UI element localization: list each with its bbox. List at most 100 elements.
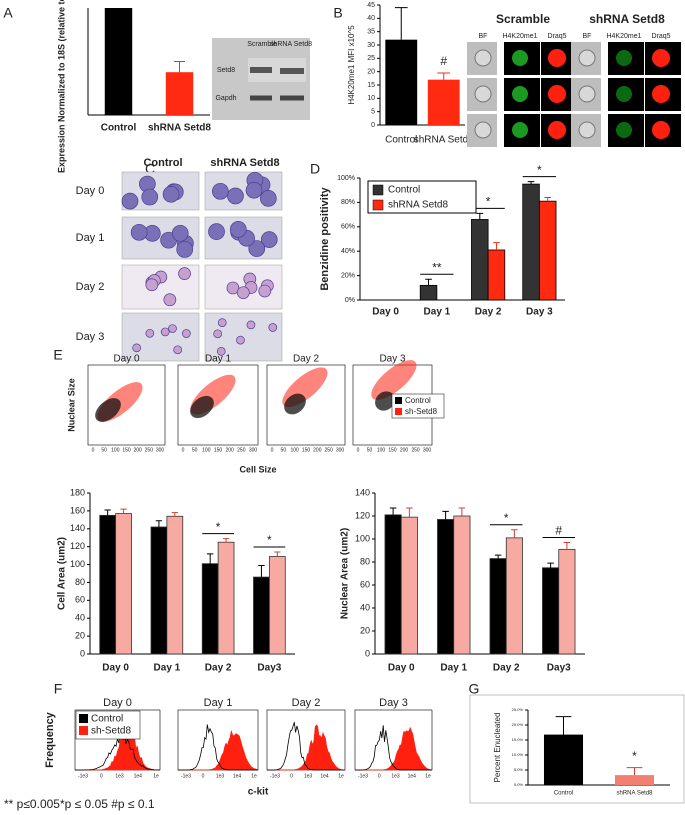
bar	[543, 734, 584, 785]
error-bar	[174, 61, 185, 73]
scatter-x-tick: 150	[388, 447, 397, 453]
cell	[259, 190, 277, 207]
panel-letter: F	[54, 681, 63, 697]
scatter-x-tick: 250	[237, 447, 246, 453]
cell	[132, 343, 142, 353]
y-tick-label: 40	[367, 15, 375, 22]
y-tick-label: 5	[371, 109, 375, 116]
legend-label: Control	[405, 396, 431, 405]
annotation: *	[537, 163, 542, 177]
annotation: *	[486, 195, 491, 209]
cell	[512, 86, 528, 102]
x-tick-label: Day 3	[526, 307, 553, 318]
cell	[236, 286, 250, 300]
histogram-x-tick: -1e3	[270, 773, 280, 779]
scatter-x-tick: 300	[423, 447, 432, 453]
lane-label: shRNA Setd8	[270, 41, 312, 48]
cell	[145, 278, 159, 292]
cell	[578, 49, 596, 67]
cell	[258, 284, 272, 298]
scatter-x-tick: 200	[400, 447, 409, 453]
annotation: **	[432, 260, 442, 274]
x-tick-label: Day 2	[205, 663, 232, 674]
channel-label: Draq5	[547, 33, 566, 40]
scatter-x-tick: 100	[290, 447, 299, 453]
histogram-x-tick: 0	[378, 773, 381, 779]
bar	[150, 526, 168, 655]
bar	[201, 563, 219, 655]
x-tick-label: Day 1	[440, 663, 467, 674]
black-cloud	[95, 398, 121, 422]
legend-swatch	[372, 184, 384, 196]
bar	[400, 516, 418, 655]
annotation: *	[632, 749, 637, 763]
cell	[162, 185, 180, 203]
cell	[268, 323, 278, 332]
histogram-title: Day 0	[103, 697, 132, 709]
error-bar	[394, 7, 408, 40]
cell	[130, 223, 148, 241]
cell	[474, 49, 492, 67]
cell	[248, 240, 266, 257]
scatter-x-tick: 0	[357, 447, 360, 453]
y-tick-label: 20	[367, 69, 375, 76]
scatter-x-tick: 250	[411, 447, 420, 453]
y-tick-label: 80	[75, 577, 85, 587]
y-tick-label: 180	[70, 487, 85, 497]
error-bar	[547, 562, 554, 568]
scatter-x-tick: 300	[336, 447, 345, 453]
blot-band	[250, 67, 304, 74]
column-title: shRNA Setd8	[210, 157, 279, 169]
bar	[99, 514, 117, 655]
bar	[217, 541, 235, 655]
legend-box	[367, 180, 477, 214]
channel-label: H4K20me1	[502, 33, 537, 40]
panel-letter: C	[145, 161, 155, 177]
histogram-x-tick: 1e3	[304, 773, 313, 779]
error-bar	[527, 181, 535, 185]
cell	[578, 85, 596, 103]
bar	[453, 515, 471, 655]
cell	[208, 223, 225, 241]
channel-label: BF	[583, 33, 592, 40]
x-tick-label: Control	[101, 123, 137, 134]
legend-label: Control	[91, 714, 123, 725]
y-tick-label: 60	[75, 595, 85, 605]
histogram-title: Day 1	[204, 697, 233, 709]
histogram-x-tick: 1e4	[408, 773, 417, 779]
scatter-x-tick: 0	[92, 447, 95, 453]
error-bar	[442, 510, 449, 520]
histogram-x-tick: 0	[290, 773, 293, 779]
cell	[173, 345, 183, 355]
histogram-x-tick: 0	[202, 773, 205, 779]
x-tick-label: Day 1	[154, 663, 181, 674]
y-tick-label: 60%	[341, 224, 355, 231]
x-tick-label: Day 0	[102, 663, 129, 674]
group-title: shRNA Setd8	[589, 12, 665, 26]
cell	[548, 49, 566, 67]
bar	[166, 515, 184, 655]
y-tick-label: 0%	[345, 297, 355, 304]
cell	[178, 267, 191, 280]
histogram-title: Day 2	[292, 697, 321, 709]
bar	[487, 249, 506, 301]
histogram-x-tick: 1e	[251, 773, 257, 779]
x-tick-label: Day 1	[424, 307, 451, 318]
row-label: Day 0	[76, 185, 105, 197]
bar	[489, 558, 507, 655]
error-bar	[104, 509, 111, 516]
cell	[145, 328, 155, 338]
black-histogram	[267, 722, 345, 771]
scatter-x-tick: 150	[214, 447, 223, 453]
y-tick-label: 120	[70, 541, 85, 551]
y-tick-label: 100%	[337, 175, 355, 182]
scatter-x-tick: 250	[324, 447, 333, 453]
error-bar	[171, 512, 178, 517]
x-tick-label: Day 0	[388, 663, 415, 674]
error-bar	[555, 716, 572, 735]
error-bar	[437, 72, 451, 80]
histogram-x-tick: -1e3	[181, 773, 191, 779]
bar	[384, 514, 402, 655]
scatter-x-tick: 150	[302, 447, 311, 453]
